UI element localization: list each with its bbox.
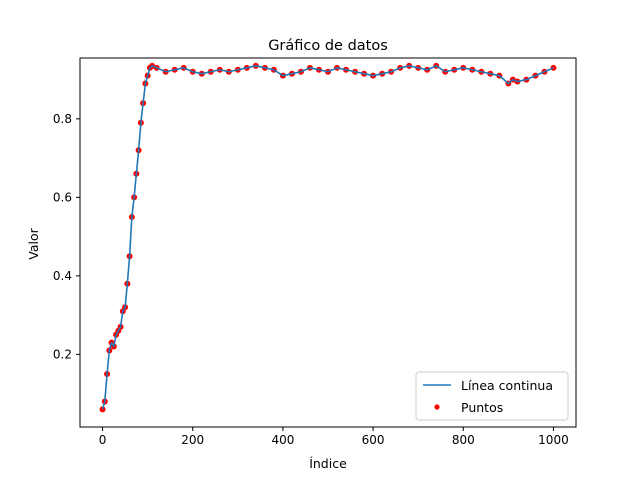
legend-box bbox=[415, 371, 569, 421]
x-tick-label: 200 bbox=[181, 433, 204, 447]
legend: Línea continua Puntos bbox=[415, 371, 569, 421]
axes-frame bbox=[79, 57, 577, 428]
y-tick-label: 0.4 bbox=[53, 269, 72, 283]
x-tick-label: 800 bbox=[452, 433, 475, 447]
scatter-point bbox=[550, 64, 557, 71]
x-tick-label: 1000 bbox=[538, 433, 569, 447]
y-tick-label: 0.6 bbox=[53, 190, 72, 204]
x-axis-label: Índice bbox=[309, 456, 347, 471]
x-tick-label: 400 bbox=[271, 433, 294, 447]
y-tick-label: 0.2 bbox=[53, 347, 72, 361]
legend-label-points: Puntos bbox=[461, 400, 503, 415]
legend-point-swatch bbox=[434, 404, 440, 410]
x-tick-label: 600 bbox=[362, 433, 385, 447]
y-axis-label: Valor bbox=[26, 227, 41, 259]
chart-title: Gráfico de datos bbox=[268, 38, 388, 54]
y-tick-label: 0.8 bbox=[53, 112, 72, 126]
x-tick-label: 0 bbox=[99, 433, 107, 447]
series-line bbox=[101, 65, 554, 410]
legend-label-line: Línea continua bbox=[461, 378, 553, 393]
